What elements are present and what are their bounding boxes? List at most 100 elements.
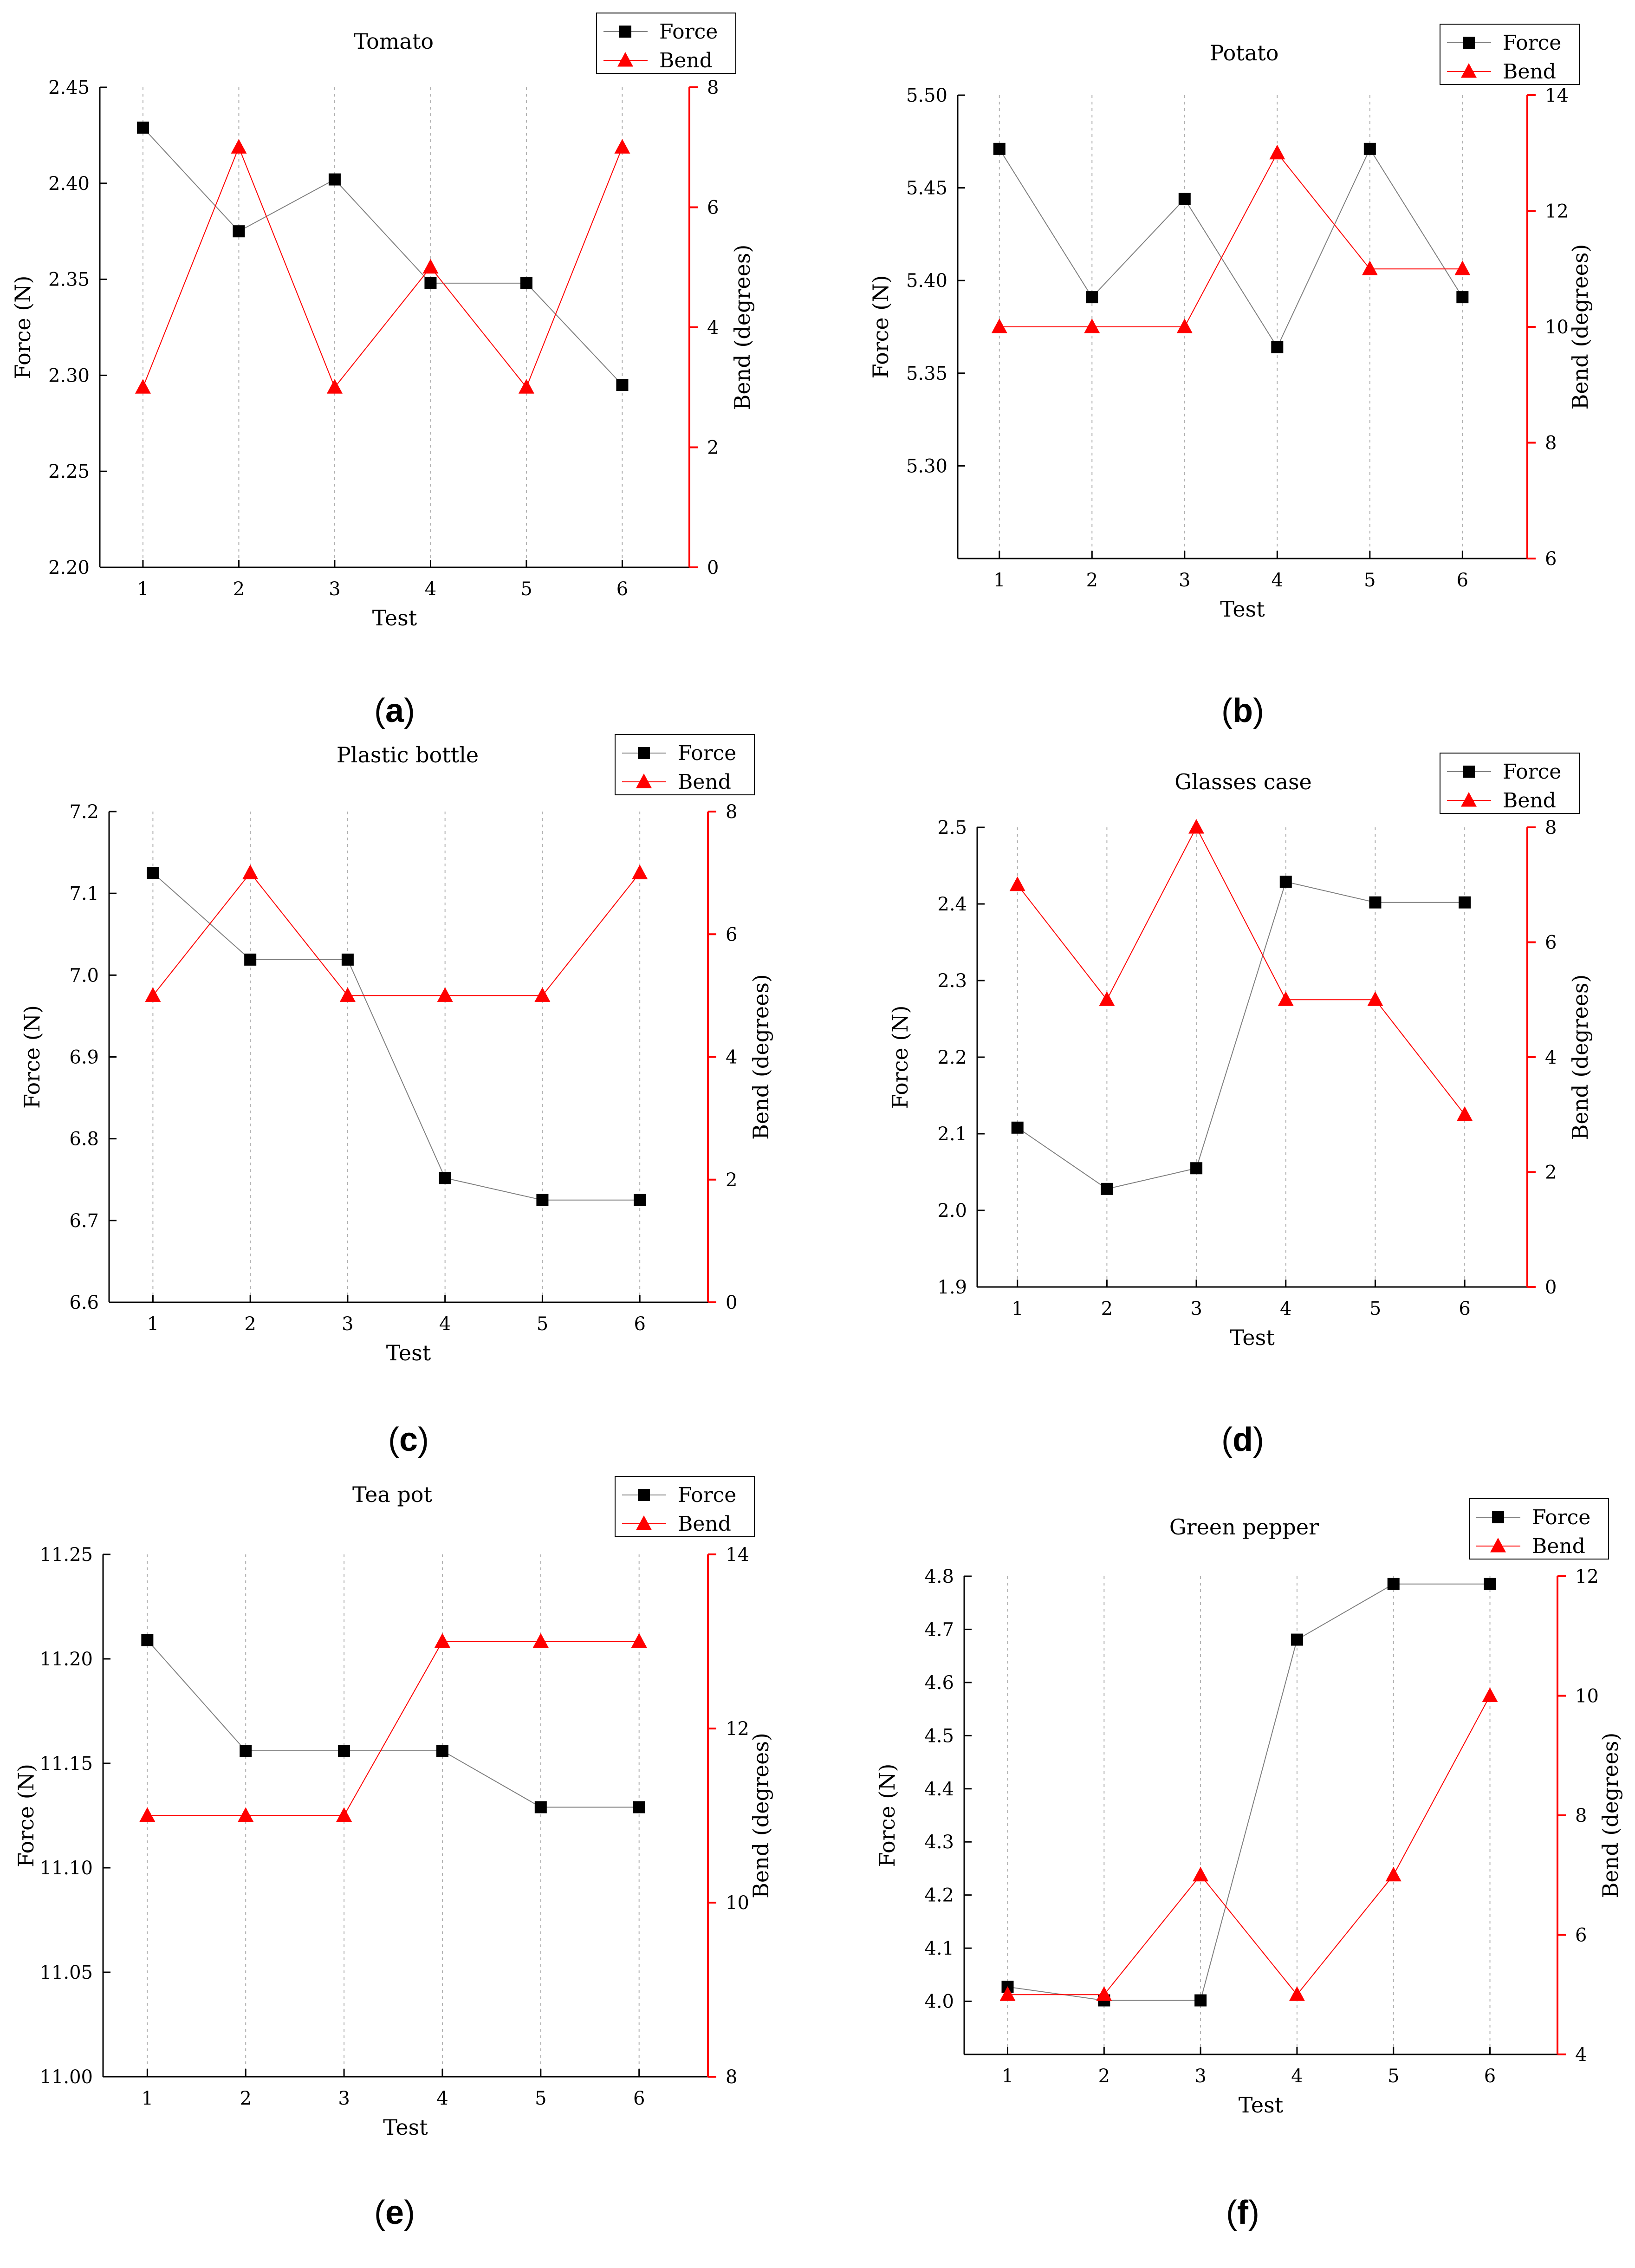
- x-tick-label: 1: [142, 2088, 153, 2109]
- x-tick-label: 3: [338, 2088, 350, 2109]
- x-tick-label: 4: [1280, 1298, 1291, 1319]
- panel-caption: (b): [1221, 692, 1264, 729]
- x-tick-label: 5: [537, 1313, 548, 1335]
- series-force: [141, 1634, 645, 1813]
- x-tick-label: 6: [1459, 1298, 1470, 1319]
- force-point: [1011, 1121, 1024, 1134]
- series-line-force: [152, 872, 640, 1201]
- x-tick-label: 2: [1098, 2066, 1110, 2087]
- left-tick-label: 4.7: [924, 1619, 954, 1640]
- x-tick-label: 4: [1291, 2066, 1303, 2087]
- right-tick-label: 6: [1545, 932, 1557, 954]
- left-tick-label: 5.35: [906, 363, 947, 384]
- x-tick-label: 2: [1086, 570, 1098, 591]
- bend-point: [336, 1807, 352, 1822]
- legend-bend-marker: [1461, 63, 1477, 78]
- caption-letter: d: [1233, 1421, 1253, 1458]
- y-axis-title: Force (N): [13, 1764, 39, 1867]
- force-point: [520, 277, 532, 289]
- x-tick-label: 6: [1457, 570, 1468, 591]
- x-tick-label: 1: [993, 570, 1005, 591]
- y2-axis-title: Bend (degrees): [748, 1733, 773, 1898]
- caption-letter: e: [385, 2194, 404, 2231]
- bend-point: [1176, 318, 1193, 333]
- legend-force-marker: [619, 26, 631, 38]
- legend: Force Bend: [615, 1476, 755, 1537]
- bend-point: [434, 1633, 450, 1648]
- y2-axis-title: Bend (degrees): [1568, 975, 1593, 1140]
- force-point: [633, 1801, 645, 1813]
- left-tick-label: 4.0: [924, 1991, 954, 2013]
- right-tick-label: 4: [726, 1047, 737, 1068]
- legend-force-marker: [1492, 1511, 1504, 1523]
- chart-panel-d: 1.9 2.0 2.1 2.2 2.3 2.4 2.5 0 2 4 6 8 1 2 3 4 5 6 Test Forc…: [888, 753, 1593, 1458]
- legend-bend-label: Bend: [659, 49, 713, 72]
- left-tick-label: 11.20: [39, 1649, 93, 1670]
- x-tick-label: 3: [342, 1313, 353, 1335]
- force-point: [1387, 1578, 1400, 1590]
- legend-force-label: Force: [1503, 31, 1561, 55]
- legend-bend-marker: [636, 773, 652, 788]
- force-point: [424, 277, 437, 289]
- bend-point: [1009, 876, 1025, 891]
- x-tick-label: 3: [1190, 1298, 1202, 1319]
- caption-close-paren: ): [404, 692, 415, 729]
- force-point: [1279, 876, 1292, 888]
- x-tick-label: 5: [1364, 570, 1375, 591]
- x-tick-label: 4: [436, 2088, 448, 2109]
- bend-point: [631, 1633, 647, 1648]
- left-tick-label: 6.7: [69, 1210, 99, 1232]
- caption-open-paren: (: [374, 692, 385, 729]
- legend-force-label: Force: [659, 20, 718, 44]
- force-point: [436, 1745, 448, 1757]
- left-tick-label: 1.9: [937, 1277, 967, 1298]
- bend-point: [437, 987, 453, 1002]
- force-point: [1190, 1162, 1203, 1175]
- legend-force-marker: [638, 1489, 650, 1501]
- bend-point: [534, 987, 551, 1002]
- left-tick-label: 7.2: [69, 801, 99, 823]
- bend-point: [1096, 1986, 1112, 2001]
- right-tick-label: 6: [707, 197, 719, 219]
- force-point: [1369, 896, 1382, 909]
- legend: Force Bend: [596, 13, 736, 74]
- caption-letter: b: [1233, 692, 1253, 729]
- bend-point: [1084, 318, 1100, 333]
- bend-point: [139, 1807, 156, 1822]
- legend-bend-marker: [636, 1515, 652, 1530]
- x-tick-label: 4: [439, 1313, 451, 1335]
- legend-bend-label: Bend: [678, 770, 731, 794]
- y-axis-title: Force (N): [875, 1764, 900, 1867]
- force-point: [1291, 1633, 1303, 1646]
- x-axis-title: Test: [386, 1340, 431, 1365]
- series-force: [147, 867, 646, 1206]
- x-tick-label: 6: [634, 1313, 645, 1335]
- right-tick-label: 8: [726, 801, 737, 823]
- right-tick-label: 12: [726, 1718, 749, 1740]
- x-tick-label: 2: [233, 578, 245, 600]
- chart-title: Plastic bottle: [337, 742, 479, 767]
- legend-bend-label: Bend: [1503, 789, 1556, 812]
- left-tick-label: 2.2: [937, 1047, 967, 1068]
- series-force: [993, 143, 1469, 353]
- chart-title: Tea pot: [352, 1482, 433, 1507]
- chart-title: Potato: [1210, 40, 1279, 65]
- chart-title: Green pepper: [1169, 1514, 1319, 1540]
- chart-title: Glasses case: [1174, 769, 1312, 794]
- force-point: [136, 121, 149, 134]
- y2-axis-title: Bend (degrees): [730, 245, 755, 410]
- right-tick-label: 8: [1575, 1805, 1587, 1826]
- series-bend: [135, 139, 630, 394]
- left-tick-label: 4.6: [924, 1672, 954, 1694]
- x-tick-label: 2: [240, 2088, 251, 2109]
- legend-force-label: Force: [1503, 760, 1561, 784]
- force-point: [1178, 193, 1191, 205]
- legend-bend-marker: [1490, 1538, 1506, 1553]
- bend-point: [1457, 1106, 1473, 1121]
- x-tick-label: 1: [147, 1313, 159, 1335]
- right-tick-label: 2: [726, 1170, 737, 1191]
- series-line-force: [143, 127, 623, 385]
